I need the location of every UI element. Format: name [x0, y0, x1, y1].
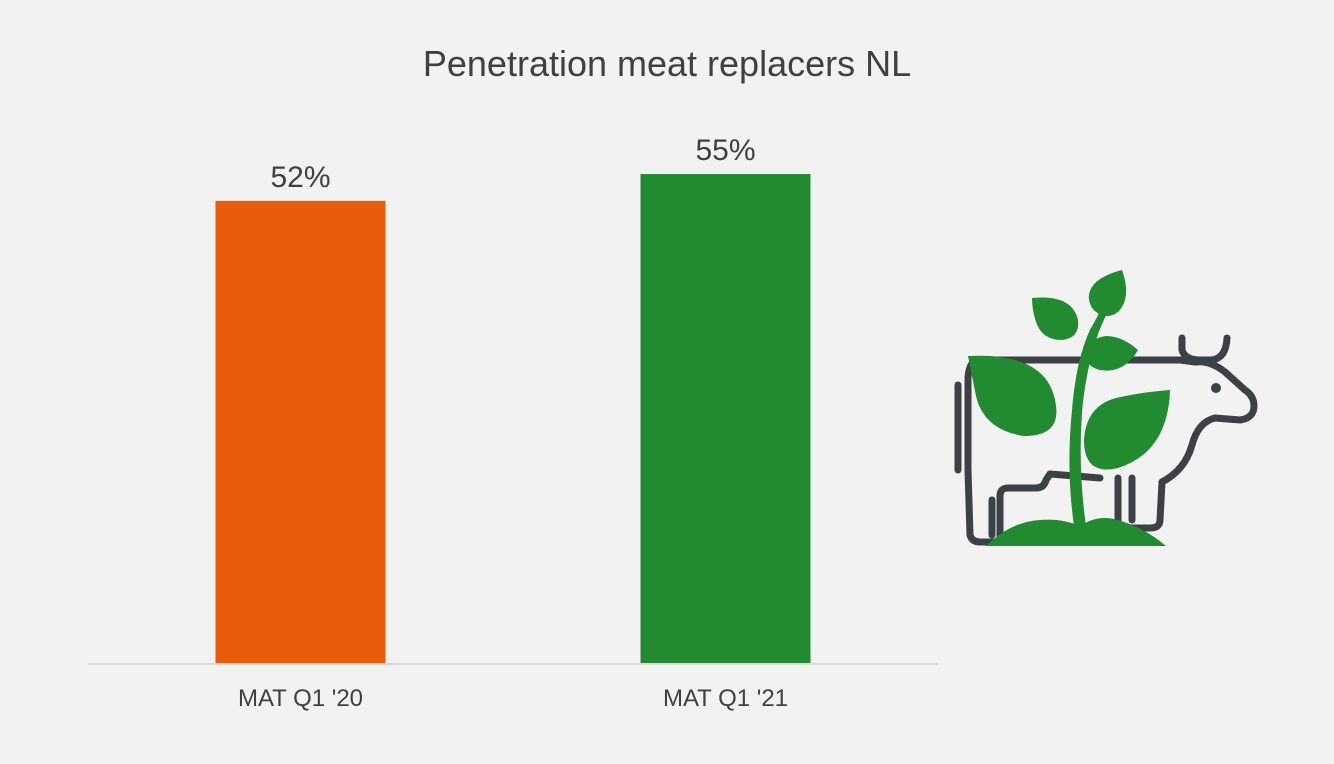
chart-title: Penetration meat replacers NL — [423, 43, 911, 84]
cow-eye-icon — [1211, 383, 1221, 393]
bar — [215, 200, 386, 665]
bar — [640, 174, 811, 665]
tick-labels-group: MAT Q1 '20 MAT Q1 '21 — [238, 685, 788, 712]
plant-icon — [968, 270, 1170, 546]
x-tick-label: MAT Q1 '21 — [663, 685, 788, 712]
data-label: 52% — [270, 161, 330, 194]
cow-with-plant-icon — [954, 270, 1258, 546]
bars-group: 52% 55% — [215, 134, 811, 665]
data-label: 55% — [695, 134, 755, 167]
x-tick-label: MAT Q1 '20 — [238, 685, 363, 712]
